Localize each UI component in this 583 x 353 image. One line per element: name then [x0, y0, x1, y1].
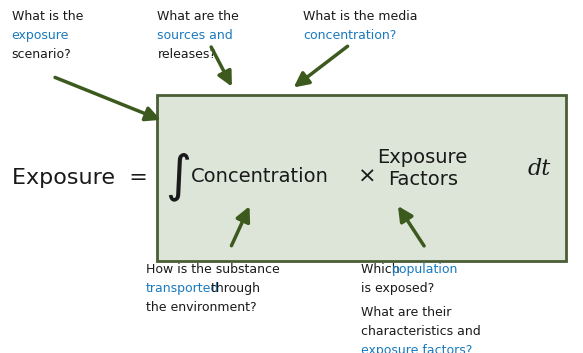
Text: Concentration: Concentration	[191, 167, 328, 186]
Text: transported: transported	[146, 282, 219, 295]
Text: How is the substance: How is the substance	[146, 263, 279, 276]
FancyBboxPatch shape	[157, 95, 566, 261]
Text: dt: dt	[528, 158, 551, 180]
Text: characteristics and: characteristics and	[361, 325, 481, 337]
Text: Exposure  =: Exposure =	[12, 168, 147, 188]
Text: What is the: What is the	[12, 10, 83, 23]
Text: releases?: releases?	[157, 48, 216, 61]
Text: What is the media: What is the media	[303, 10, 417, 23]
Text: exposure factors?: exposure factors?	[361, 344, 473, 353]
Text: What are the: What are the	[157, 10, 239, 23]
Text: exposure: exposure	[12, 29, 69, 42]
Text: Exposure
Factors: Exposure Factors	[378, 148, 468, 189]
Text: concentration?: concentration?	[303, 29, 396, 42]
Text: scenario?: scenario?	[12, 48, 71, 61]
Text: is exposed?: is exposed?	[361, 282, 435, 295]
Text: population: population	[392, 263, 458, 276]
Text: ×: ×	[358, 167, 377, 187]
Text: through: through	[207, 282, 260, 295]
Text: sources and: sources and	[157, 29, 233, 42]
Text: Which: Which	[361, 263, 404, 276]
Text: What are their: What are their	[361, 306, 452, 318]
Text: ∫: ∫	[165, 152, 191, 201]
Text: the environment?: the environment?	[146, 301, 257, 314]
